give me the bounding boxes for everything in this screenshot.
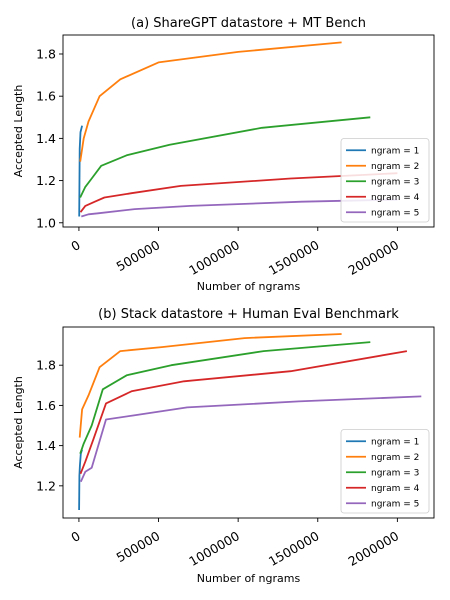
x-tick-label: 1500000 xyxy=(266,528,322,569)
series-line-ngram-5 xyxy=(79,395,422,483)
legend-box xyxy=(340,138,430,223)
y-tick-label: 1.0 xyxy=(36,215,56,230)
legend: ngram = 1 ngram = 2 ngram = 3 ngram = 4 ngra… xyxy=(340,429,430,514)
x-tick-label: 2000000 xyxy=(346,528,402,569)
x-tick-label: 1000000 xyxy=(186,528,242,569)
plot-frame xyxy=(62,326,435,519)
legend-label-ngram-4: ngram = 4 xyxy=(371,484,420,494)
y-tick-label: 1.2 xyxy=(36,173,56,188)
legend-label-ngram-3: ngram = 3 xyxy=(371,177,419,187)
x-tick-label: 500000 xyxy=(114,237,163,274)
legend-box xyxy=(340,429,430,514)
y-tick-label: 1.4 xyxy=(36,131,56,146)
legend: ngram = 1 ngram = 2 ngram = 3 ngram = 4 ngra… xyxy=(340,138,430,223)
series-line-ngram-3 xyxy=(79,116,371,198)
plot-frame xyxy=(62,34,435,228)
x-axis-label: Number of ngrams xyxy=(197,572,301,585)
legend-label-ngram-5: ngram = 5 xyxy=(371,208,419,218)
legend-label-ngram-2: ngram = 2 xyxy=(371,162,419,172)
x-tick-label: 0 xyxy=(68,528,82,545)
legend-label-ngram-2: ngram = 2 xyxy=(371,453,419,463)
legend-label-ngram-1: ngram = 1 xyxy=(371,146,419,156)
legend-label-ngram-3: ngram = 3 xyxy=(371,468,419,478)
series-line-ngram-3 xyxy=(79,341,371,454)
y-tick-label: 1.8 xyxy=(36,358,56,373)
legend-label-ngram-4: ngram = 4 xyxy=(371,193,420,203)
series-line-ngram-4 xyxy=(79,350,408,475)
x-tick-label: 1000000 xyxy=(186,237,242,278)
x-tick-label: 500000 xyxy=(114,528,163,565)
chart-panel-a: (a) ShareGPT datastore + MT Bench 0 500000… xyxy=(12,16,435,293)
series-line-ngram-1 xyxy=(78,125,83,217)
x-tick-label: 0 xyxy=(68,237,82,254)
y-tick-label: 1.4 xyxy=(36,438,56,453)
y-axis-label: Accepted Length xyxy=(12,376,25,469)
y-tick-label: 1.6 xyxy=(36,89,56,104)
y-tick-label: 1.2 xyxy=(36,478,56,493)
x-tick-label: 2000000 xyxy=(346,237,402,278)
y-tick-label: 1.8 xyxy=(36,46,56,61)
y-tick-label: 1.6 xyxy=(36,398,56,413)
legend-label-ngram-1: ngram = 1 xyxy=(371,437,419,447)
series-line-ngram-4 xyxy=(79,172,398,213)
series-line-ngram-5 xyxy=(81,198,398,218)
legend-label-ngram-5: ngram = 5 xyxy=(371,499,419,509)
series-line-ngram-2 xyxy=(79,41,342,162)
series-line-ngram-2 xyxy=(78,333,342,438)
y-axis-label: Accepted Length xyxy=(12,85,25,178)
chart-panel-b: (b) Stack datastore + Human Eval Benchma… xyxy=(12,307,435,585)
chart-title: (b) Stack datastore + Human Eval Benchma… xyxy=(98,307,399,322)
x-axis-label: Number of ngrams xyxy=(197,280,301,293)
x-tick-label: 1500000 xyxy=(266,237,322,278)
chart-title: (a) ShareGPT datastore + MT Bench xyxy=(131,16,366,31)
